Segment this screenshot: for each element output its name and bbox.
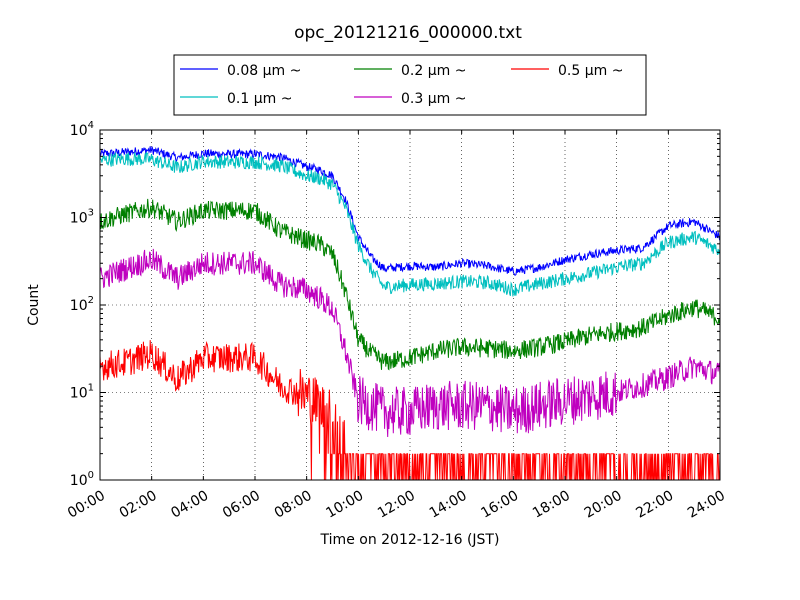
y-axis: 100 101 102 103 104	[70, 120, 720, 489]
grid	[100, 130, 720, 480]
x-tick-label: 10:00	[323, 488, 366, 522]
legend-label: 0.2 μm ~	[401, 63, 466, 79]
x-tick-label: 24:00	[685, 488, 728, 522]
x-tick-label: 16:00	[478, 488, 521, 522]
x-tick-label: 18:00	[530, 488, 573, 522]
series-lines	[99, 146, 721, 481]
x-tick-label: 20:00	[582, 488, 625, 522]
series-line-3	[99, 198, 721, 371]
legend-label: 0.08 μm ~	[227, 63, 301, 79]
y-tick-label: 103	[70, 208, 94, 227]
x-axis-label: Time on 2012-12-16 (JST)	[320, 532, 500, 548]
legend-label: 0.5 μm ~	[558, 63, 623, 79]
x-tick-label: 02:00	[117, 488, 160, 522]
x-tick-label: 00:00	[65, 488, 108, 522]
legend-label: 0.1 μm ~	[227, 91, 292, 107]
series-line-2	[99, 151, 721, 297]
y-tick-label: 101	[70, 383, 94, 402]
y-tick-label: 102	[70, 295, 94, 314]
x-tick-label: 12:00	[375, 488, 418, 522]
x-tick-label: 04:00	[168, 488, 211, 522]
series-line-1	[99, 146, 721, 276]
y-axis-label: Count	[26, 284, 42, 326]
legend: 0.08 μm ~ 0.2 μm ~ 0.5 μm ~ 0.1 μm ~ 0.3 μm …	[173, 54, 647, 116]
chart-title: opc_20121216_000000.txt	[294, 23, 522, 43]
y-tick-label: 104	[70, 120, 94, 139]
x-tick-label: 22:00	[633, 488, 676, 522]
x-tick-label: 06:00	[220, 488, 263, 522]
x-tick-label: 08:00	[272, 488, 315, 522]
x-tick-label: 14:00	[427, 488, 470, 522]
legend-label: 0.3 μm ~	[401, 91, 466, 107]
series-line-4	[99, 248, 721, 438]
y-tick-label: 100	[70, 470, 94, 489]
legend-box	[173, 54, 647, 116]
